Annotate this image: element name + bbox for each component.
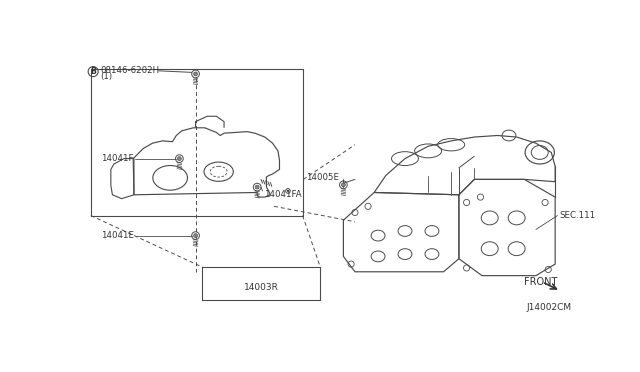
Circle shape bbox=[177, 157, 181, 161]
Circle shape bbox=[287, 190, 289, 192]
Text: 14041E: 14041E bbox=[101, 231, 134, 240]
Text: J14002CM: J14002CM bbox=[527, 304, 572, 312]
Text: 14041F: 14041F bbox=[102, 154, 134, 163]
Text: (1): (1) bbox=[100, 72, 112, 81]
Circle shape bbox=[194, 72, 198, 76]
Text: SEC.111: SEC.111 bbox=[559, 211, 595, 220]
Text: 14003R: 14003R bbox=[244, 283, 278, 292]
Text: 08146-6202H: 08146-6202H bbox=[100, 66, 159, 75]
Text: B: B bbox=[90, 67, 96, 76]
Circle shape bbox=[255, 185, 259, 189]
Text: 14041FA: 14041FA bbox=[264, 189, 301, 199]
Text: FRONT: FRONT bbox=[524, 277, 557, 287]
Circle shape bbox=[194, 234, 198, 238]
Text: 14005E: 14005E bbox=[307, 173, 339, 182]
Circle shape bbox=[342, 183, 346, 187]
